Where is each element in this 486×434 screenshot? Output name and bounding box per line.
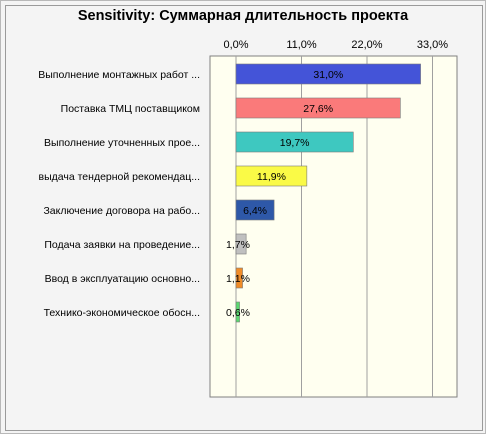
bar: [235, 97, 401, 119]
x-tick-label: 11,0%: [286, 39, 317, 51]
category-label: Подача заявки на проведение...: [44, 239, 200, 251]
x-tick-label: 33,0%: [417, 39, 448, 51]
category-label: Поставка ТМЦ поставщиком: [61, 103, 200, 115]
value-label: 0,6%: [226, 307, 250, 319]
x-tick-label: 22,0%: [351, 39, 382, 51]
value-labels: 31,0% 27,6% 19,7% 11,9% 6,4% 1,7% 1,1% 0,6%: [226, 69, 343, 319]
category-label: Технико-экономическое обосн...: [44, 307, 200, 319]
bar: [235, 165, 308, 187]
value-label: 27,6%: [303, 103, 333, 115]
category-label: Выполнение уточненных прое...: [44, 137, 200, 149]
category-label: выдача тендерной рекомендац...: [39, 171, 200, 183]
bar: [235, 63, 421, 85]
bars: [235, 63, 421, 323]
category-labels: Выполнение монтажных работ ... Поставка Т…: [38, 69, 200, 319]
bar: [235, 131, 354, 153]
bar: [235, 301, 240, 323]
bar: [235, 199, 275, 221]
bar: [235, 267, 243, 289]
x-axis-ticks: 0,0% 11,0% 22,0% 33,0%: [223, 39, 448, 51]
chart-inner-border: [5, 5, 483, 431]
value-label: 19,7%: [280, 137, 310, 149]
category-label: Заключение договора на рабо...: [43, 205, 200, 217]
chart-title: Sensitivity: Суммарная длительность прое…: [78, 8, 409, 24]
value-label: 1,1%: [226, 273, 250, 285]
value-label: 6,4%: [243, 205, 267, 217]
value-label: 31,0%: [313, 69, 343, 81]
category-label: Ввод в эксплуатацию основно...: [45, 273, 200, 285]
value-label: 1,7%: [226, 239, 250, 251]
x-tick-label: 0,0%: [223, 39, 248, 51]
category-label: Выполнение монтажных работ ...: [38, 69, 200, 81]
bar: [235, 233, 247, 255]
value-label: 11,9%: [257, 171, 286, 183]
